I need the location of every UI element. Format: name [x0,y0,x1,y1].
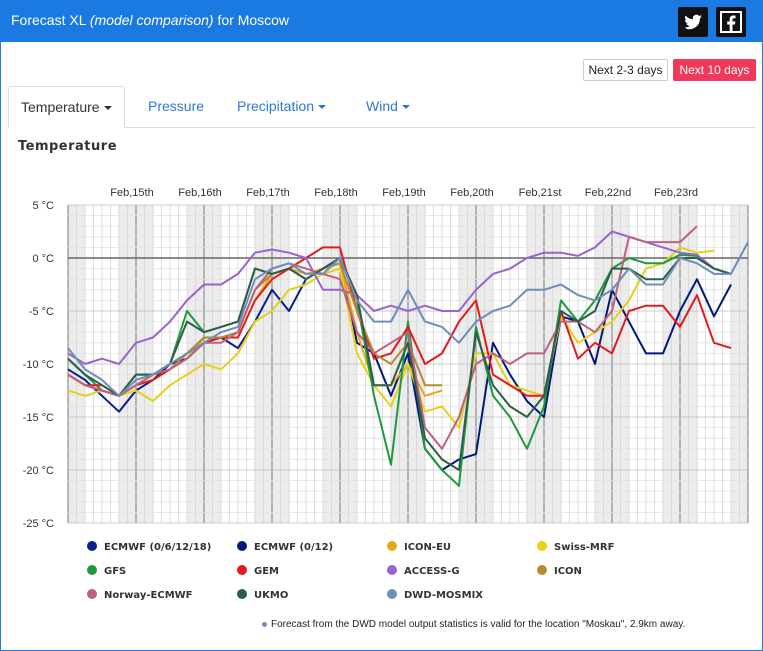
legend-label: ICON [554,566,582,577]
title-italic: (model comparison) [89,12,214,28]
x-tick-label: Feb,16th [178,187,221,199]
legend-label: GEM [254,566,279,577]
legend-marker [237,541,247,551]
temperature-chart: 5 °C 0 °C -5 °C -10 °C -15 °C -20 °C -25 °C Feb… [23,187,749,601]
x-tick-label: Feb,20th [450,187,493,199]
legend-label: GFS [104,566,126,577]
legend-marker [387,565,397,575]
chevron-down-icon [103,106,112,111]
legend-marker [387,589,397,599]
chevron-down-icon [401,105,410,110]
title-prefix: Forecast XL [11,12,86,28]
page-title: Forecast XL (model comparison) for Mosco… [11,12,289,28]
tab-precipitation-label: Precipitation [237,98,315,114]
y-tick-label: 5 °C [32,200,54,212]
series-line [339,257,732,471]
facebook-button[interactable] [716,7,746,37]
legend-marker [237,565,247,575]
legend-label: ECMWF (0/6/12/18) [104,542,211,553]
legend-label: ICON-EU [404,542,451,553]
legend-marker [537,565,547,575]
series-line [67,257,732,471]
header-bar: Forecast XL (model comparison) for Mosco… [0,0,763,42]
footnote-text: Forecast from the DWD model output stati… [271,619,686,630]
legend-label: Swiss-MRF [554,542,614,553]
legend-marker [537,541,547,551]
x-tick-label: Feb,22nd [585,187,631,199]
facebook-icon [720,11,742,33]
legend-label: UKMO [254,590,288,601]
x-tick-label: Feb,17th [246,187,289,199]
y-tick-label: -25 °C [23,518,54,530]
legend-marker [87,541,97,551]
chevron-down-icon [318,105,327,110]
legend-label: ECMWF (0/12) [254,542,333,553]
series-line [67,225,698,450]
legend-label: ACCESS-G [404,566,460,577]
series-line [67,246,715,429]
twitter-button[interactable] [678,7,708,37]
tab-pressure[interactable]: Pressure [148,86,204,128]
x-tick-label: Feb,15th [110,187,153,199]
mosmix-dot-icon [262,621,267,627]
x-tick-label: Feb,19th [382,187,425,199]
series-line [67,230,732,365]
next-2-3-days-button[interactable]: Next 2-3 days [583,59,668,81]
legend-marker [387,541,397,551]
legend-label: DWD-MOSMIX [404,590,483,601]
legend-marker [237,589,247,599]
x-tick-label: Feb,21st [519,187,562,199]
title-suffix: for Moscow [217,12,290,28]
y-tick-label: -5 °C [29,306,54,318]
tab-temperature-label: Temperature [21,99,100,115]
series-line [67,241,749,397]
y-tick-label: -10 °C [23,359,54,371]
next-10-days-button[interactable]: Next 10 days [673,59,756,81]
tab-wind[interactable]: Wind [366,86,410,128]
tab-bar: Temperature Pressure Precipitation Wind [8,86,756,128]
footnote: Forecast from the DWD model output stati… [262,619,685,630]
tab-pressure-label: Pressure [148,98,205,114]
y-tick-label: -15 °C [23,412,54,424]
x-tick-label: Feb,18th [314,187,357,199]
tab-wind-label: Wind [366,98,398,114]
series-line [67,253,732,487]
y-tick-label: 0 °C [32,253,54,265]
tab-temperature[interactable]: Temperature [8,86,125,128]
x-tick-label: Feb,23rd [654,187,698,199]
y-tick-label: -20 °C [23,465,54,477]
twitter-icon [684,14,702,30]
tab-precipitation[interactable]: Precipitation [237,86,327,128]
legend-label: Norway-ECMWF [104,590,193,601]
legend-marker [87,589,97,599]
section-title: Temperature [18,139,118,154]
legend-marker [87,565,97,575]
